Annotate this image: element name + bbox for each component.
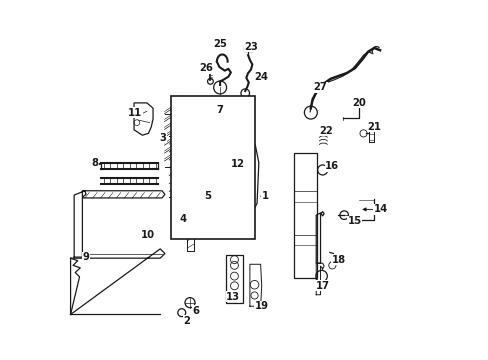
Text: 18: 18 [331, 255, 345, 265]
Text: 6: 6 [192, 306, 199, 316]
Text: 16: 16 [325, 161, 339, 171]
Text: 8: 8 [91, 158, 98, 168]
Bar [293, 153, 317, 278]
Text: 3: 3 [159, 133, 166, 143]
Text: 26: 26 [199, 63, 212, 73]
Text: 15: 15 [347, 216, 361, 226]
Text: 11: 11 [128, 108, 142, 118]
Text: 12: 12 [230, 159, 244, 169]
Text: 10: 10 [141, 230, 154, 239]
Text: 19: 19 [254, 301, 268, 311]
Text: 21: 21 [366, 122, 381, 132]
Text: 13: 13 [225, 292, 240, 302]
Text: 9: 9 [82, 252, 89, 262]
Text: 23: 23 [244, 42, 257, 51]
Text: 5: 5 [204, 191, 211, 201]
Text: 2: 2 [183, 316, 189, 325]
Text: 17: 17 [315, 281, 329, 291]
Text: 27: 27 [313, 82, 327, 93]
Text: 24: 24 [254, 72, 268, 82]
Bar [225, 255, 243, 303]
Text: 4: 4 [179, 215, 186, 224]
Text: 7: 7 [216, 105, 223, 115]
Text: 1: 1 [261, 191, 268, 201]
Text: 20: 20 [352, 98, 366, 108]
Text: 14: 14 [373, 204, 387, 215]
Text: 25: 25 [213, 40, 226, 49]
Text: 22: 22 [319, 126, 332, 135]
Bar [171, 96, 255, 239]
